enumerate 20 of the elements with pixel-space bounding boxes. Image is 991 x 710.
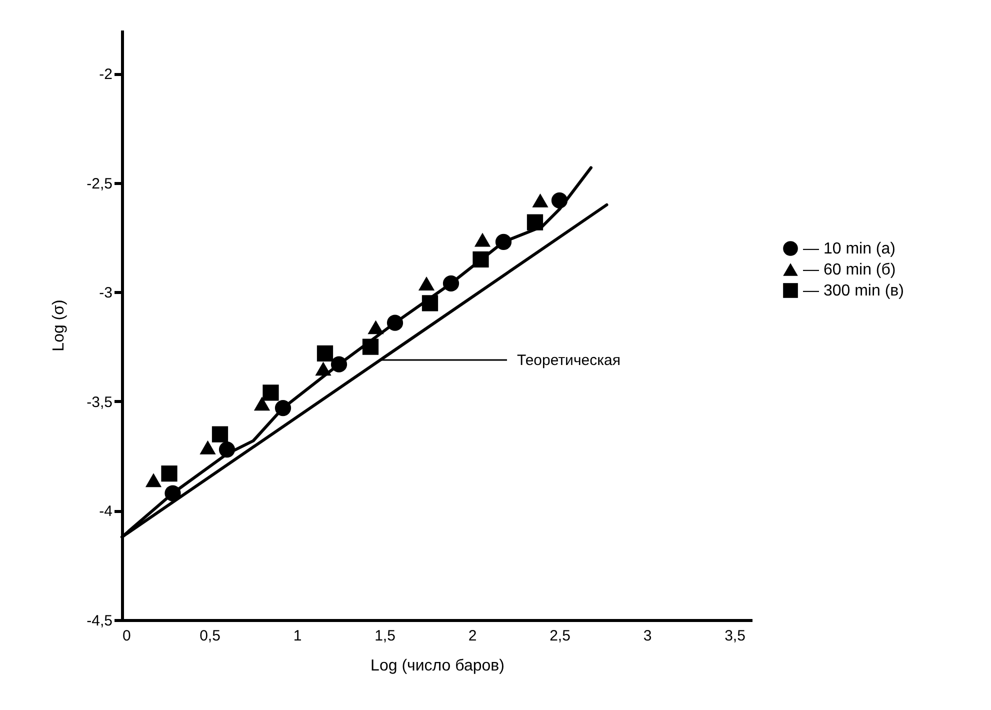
y-axis-title: Log (σ) xyxy=(50,300,68,352)
y-tick-label: -4,5 xyxy=(86,612,112,630)
x-tick-label: 0 xyxy=(122,628,131,644)
x-tick-label: 3,5 xyxy=(724,628,746,644)
annotation: Теоретическая xyxy=(517,352,620,369)
x-tick-label: 3 xyxy=(643,628,652,644)
x-tick-label: 2 xyxy=(468,628,477,644)
y-tick-label: -2,5 xyxy=(86,175,112,192)
y-tick-label: -2 xyxy=(99,66,112,84)
x-tick-label: 2,5 xyxy=(550,628,570,644)
x-axis-title: Log (число баров) xyxy=(370,658,504,674)
legend-label: — 300 min (в) xyxy=(803,282,904,300)
y-tick-label: -3,5 xyxy=(86,394,112,411)
y-tick-label: -4 xyxy=(99,503,112,520)
x-tick-label: 1,5 xyxy=(374,628,396,644)
legend-label: — 60 min (б) xyxy=(803,262,896,278)
x-tick-label: 1 xyxy=(293,628,302,644)
y-tick-label: -3 xyxy=(99,284,112,302)
legend-label: — 10 min (а) xyxy=(803,240,896,258)
x-tick-label: 0,5 xyxy=(200,628,220,644)
